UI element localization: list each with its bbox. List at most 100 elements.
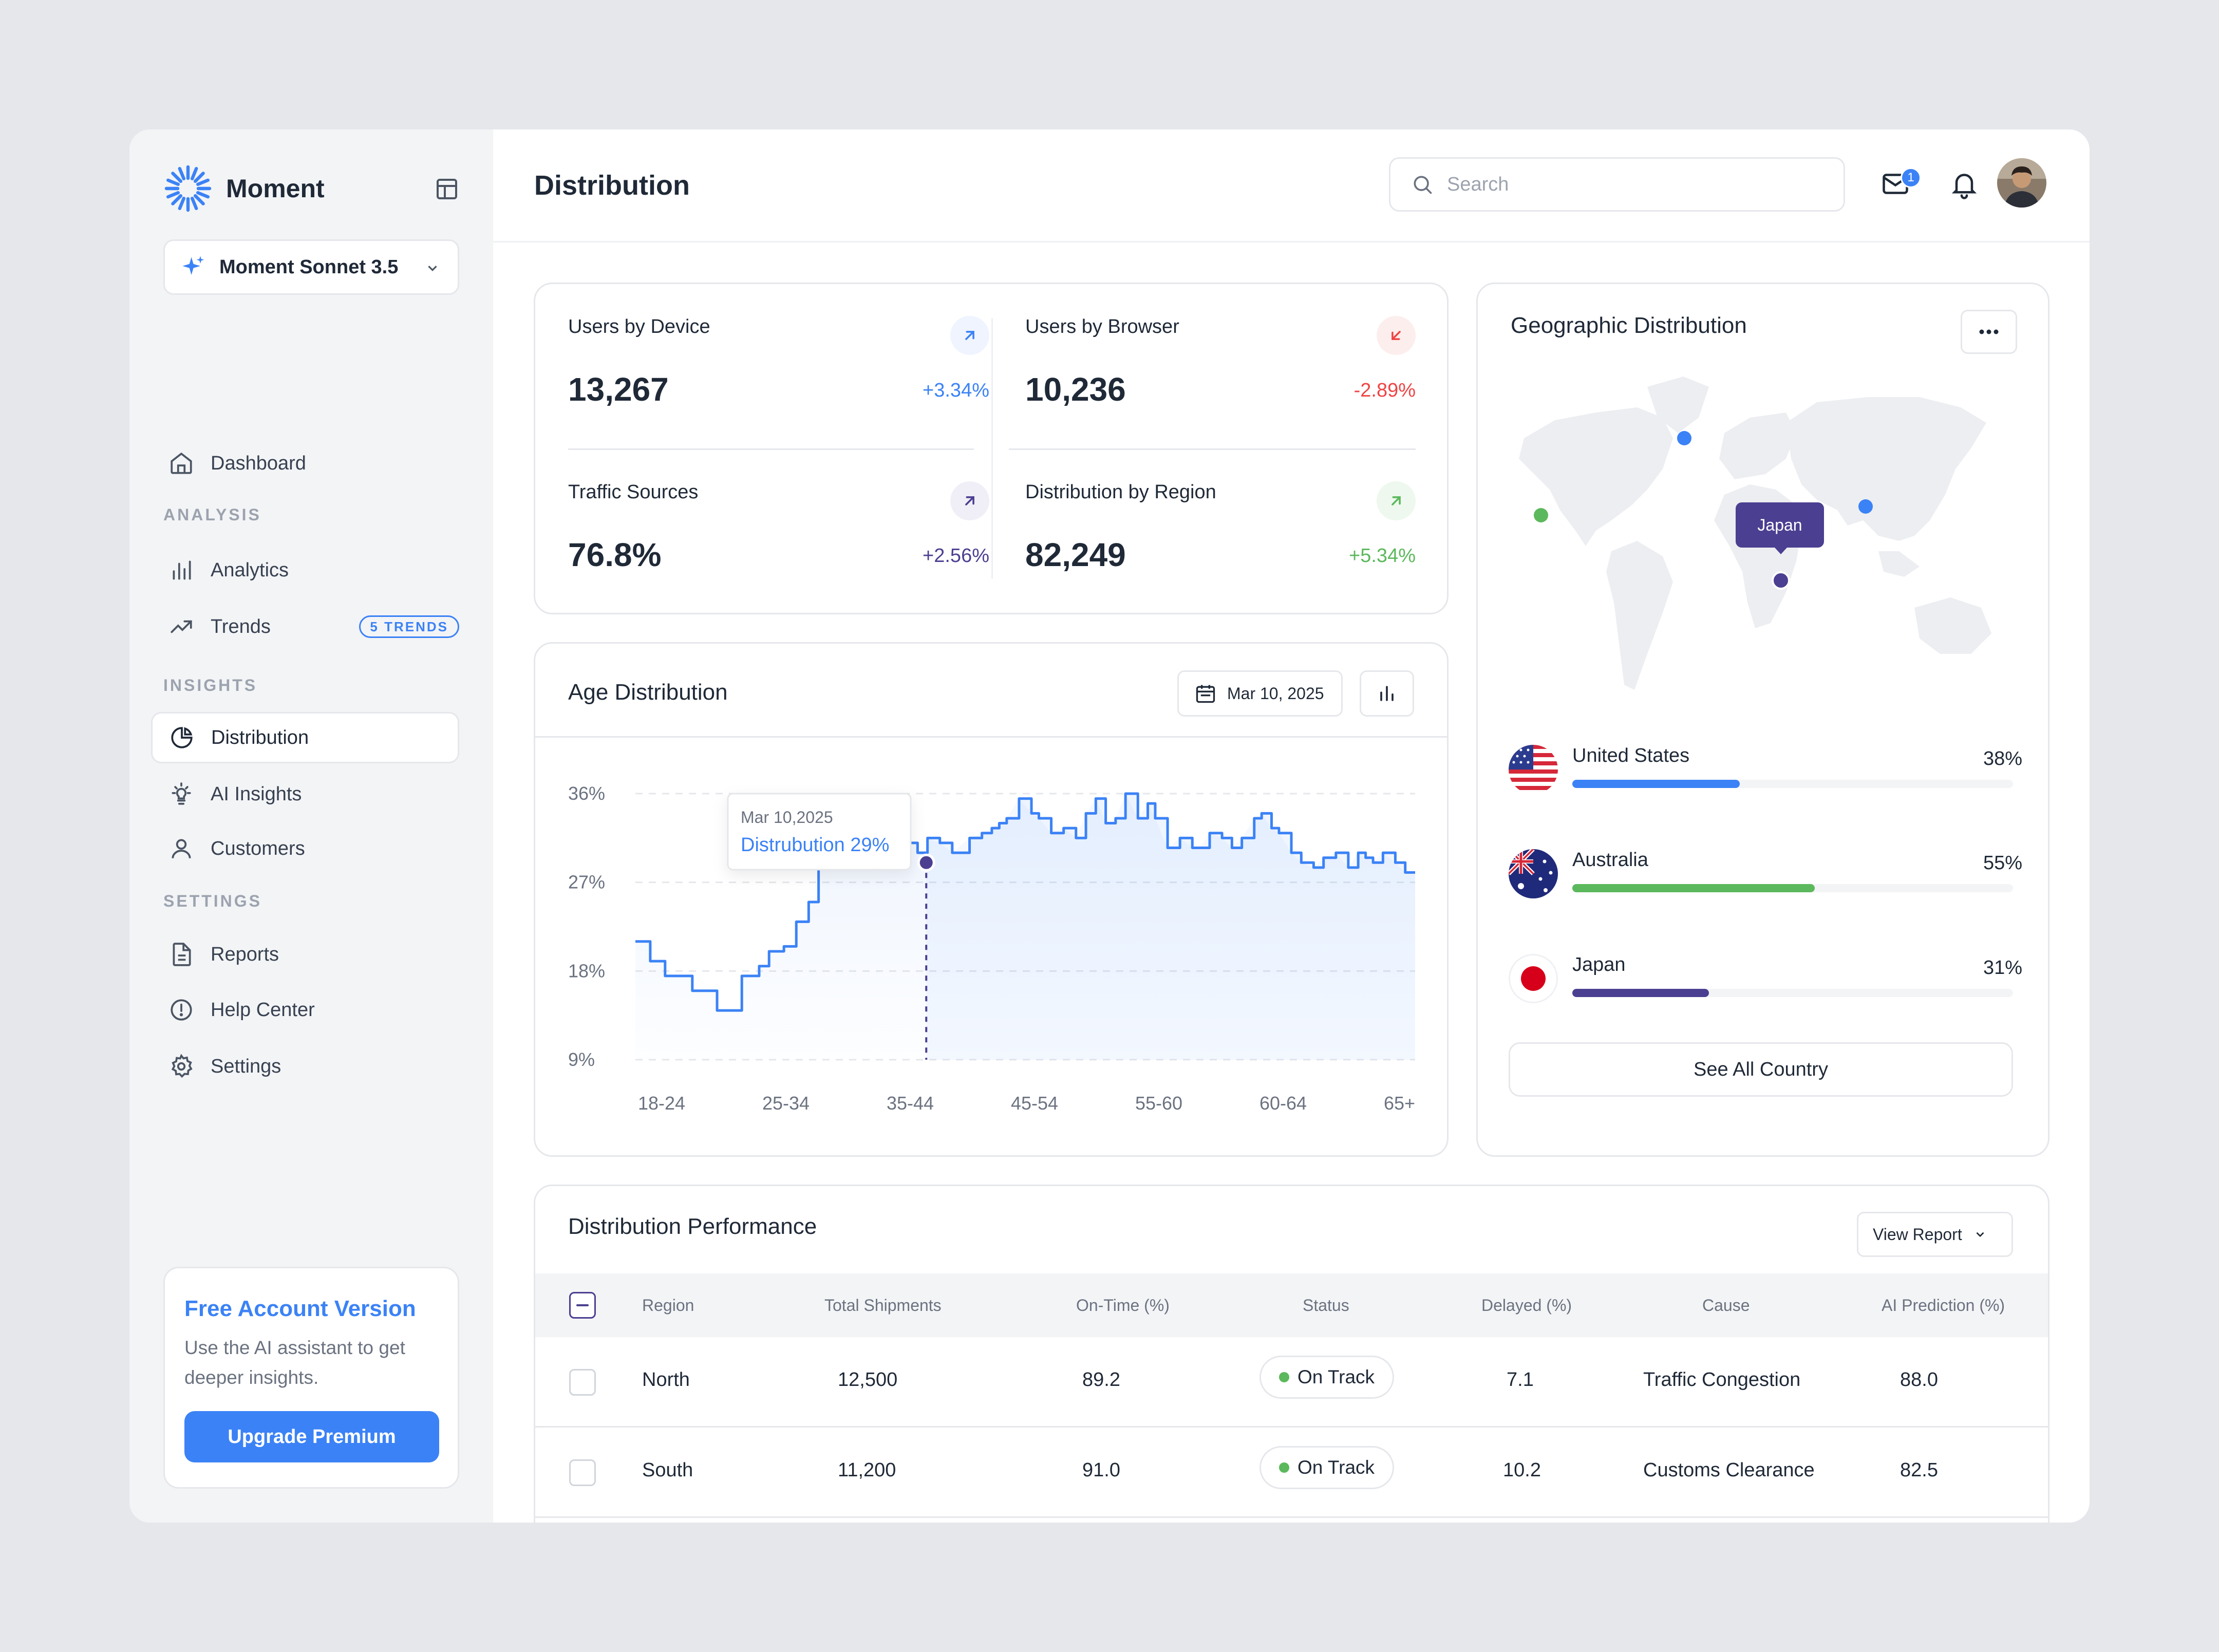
header: Distribution 1	[493, 129, 2090, 242]
see-all-country-button[interactable]: See All Country	[1509, 1042, 2013, 1097]
sidebar-item-label: Dashboard	[211, 452, 306, 474]
column-header[interactable]: Region	[642, 1296, 694, 1315]
country-pct: 31%	[1983, 957, 2022, 979]
cell-delayed: 10.2	[1503, 1459, 1541, 1481]
map-marker-europe[interactable]	[1677, 431, 1691, 445]
geographic-distribution-card: Geographic Distribution Japan	[1476, 283, 2049, 1157]
map-marker-asia[interactable]	[1858, 499, 1873, 514]
indeterminate-mark	[576, 1304, 589, 1306]
upgrade-promo-card: Free Account Version Use the AI assistan…	[163, 1267, 459, 1489]
bar-chart-icon	[173, 560, 191, 580]
y-tick-label: 18%	[568, 960, 605, 981]
promo-text: Use the AI assistant to get deeper insig…	[184, 1337, 405, 1388]
stat-change: +5.34%	[1349, 545, 1416, 567]
sidebar: Moment Moment Sonnet 3.5 Dashboard ANALY…	[129, 129, 493, 1523]
sidebar-item-reports[interactable]: Reports	[163, 929, 459, 980]
page-title: Distribution	[534, 170, 690, 201]
sidebar-item-customers[interactable]: Customers	[163, 823, 459, 874]
y-tick-label: 36%	[568, 783, 605, 804]
cell-shipments: 12,500	[838, 1369, 898, 1391]
date-label: Mar 10, 2025	[1227, 684, 1324, 703]
arrow-up-right-icon	[965, 331, 974, 340]
stat-users-by-device: Users by Device 13,267 +3.34%	[568, 284, 989, 438]
trending-up-icon	[171, 620, 192, 633]
stat-value: 76.8%	[568, 536, 662, 573]
mail-count-badge: 1	[1901, 167, 1921, 188]
search-box[interactable]	[1389, 157, 1845, 212]
section-label-insights: INSIGHTS	[163, 676, 258, 694]
select-all-checkbox[interactable]	[569, 1292, 596, 1319]
country-pct: 38%	[1983, 748, 2022, 769]
sidebar-item-dashboard[interactable]: Dashboard	[163, 438, 459, 489]
stat-distribution-by-region: Distribution by Region 82,249 +5.34%	[1025, 449, 1416, 604]
column-header[interactable]: Delayed (%)	[1481, 1296, 1572, 1315]
column-header[interactable]: AI Prediction (%)	[1882, 1296, 2005, 1315]
search-input[interactable]	[1447, 173, 1807, 196]
upgrade-premium-button[interactable]: Upgrade Premium	[184, 1411, 439, 1462]
cell-prediction: 88.0	[1900, 1369, 1938, 1391]
model-selector[interactable]: Moment Sonnet 3.5	[163, 239, 459, 295]
country-name: United States	[1572, 745, 1690, 766]
info-circle-icon	[171, 999, 192, 1021]
section-label-settings: SETTINGS	[163, 892, 262, 910]
more-horizontal-icon	[1979, 329, 1999, 334]
sidebar-item-help-center[interactable]: Help Center	[163, 984, 459, 1036]
sidebar-item-ai-insights[interactable]: AI Insights	[163, 768, 459, 820]
view-report-button[interactable]: View Report	[1857, 1212, 2013, 1257]
stat-value: 13,267	[568, 371, 669, 408]
status-dot	[1278, 1462, 1289, 1473]
map-tooltip-label: Japan	[1757, 516, 1802, 534]
series-area	[635, 794, 1415, 1060]
sidebar-item-distribution[interactable]: Distribution	[151, 712, 459, 763]
status-dot	[1278, 1372, 1289, 1382]
stat-trend-badge	[950, 481, 989, 520]
layout-toggle-icon[interactable]	[435, 177, 459, 201]
stat-value: 82,249	[1025, 536, 1126, 573]
section-label-analysis: ANALYSIS	[163, 505, 261, 524]
column-header[interactable]: On-Time (%)	[1076, 1296, 1170, 1315]
divider	[991, 318, 993, 579]
table-row[interactable]: South 11,200 91.0 On Track 10.2 Customs …	[535, 1428, 2048, 1518]
sidebar-item-settings[interactable]: Settings	[163, 1041, 459, 1092]
progress-track	[1572, 989, 2013, 997]
column-header[interactable]: Cause	[1702, 1296, 1750, 1315]
user-avatar[interactable]	[1997, 158, 2046, 208]
chart-tooltip	[727, 793, 912, 871]
table-row[interactable]: North 12,500 89.2 On Track 7.1 Traffic C…	[535, 1337, 2048, 1428]
app-window: Moment Moment Sonnet 3.5 Dashboard ANALY…	[129, 129, 2090, 1523]
promo-title: Free Account Version	[184, 1296, 416, 1321]
row-checkbox[interactable]	[569, 1369, 596, 1396]
status-badge: On Track	[1259, 1446, 1394, 1489]
more-options-button[interactable]	[1961, 310, 2017, 354]
arrow-up-right-icon	[965, 496, 974, 505]
y-tick-label: 27%	[568, 872, 605, 893]
stat-users-by-browser: Users by Browser 10,236 -2.89%	[1025, 284, 1416, 438]
stat-traffic-sources: Traffic Sources 76.8% +2.56%	[568, 449, 989, 604]
gear-icon	[171, 1054, 193, 1078]
chart-type-button[interactable]	[1360, 670, 1414, 717]
series-line	[635, 792, 1415, 1012]
date-picker-button[interactable]: Mar 10, 2025	[1177, 670, 1343, 717]
country-row-united-states: United States 38%	[1509, 745, 2022, 806]
chevron-down-icon	[428, 266, 437, 271]
stat-trend-badge	[1377, 316, 1416, 355]
map-marker-japan[interactable]	[1772, 571, 1790, 590]
country-row-japan: Japan 31%	[1509, 954, 2022, 1016]
map-tooltip	[1736, 502, 1824, 548]
column-header[interactable]: Status	[1303, 1296, 1349, 1315]
progress-fill	[1572, 780, 1740, 788]
row-checkbox[interactable]	[569, 1459, 596, 1486]
sidebar-item-trends[interactable]: Trends 5 TRENDS	[163, 601, 459, 652]
column-header[interactable]: Total Shipments	[824, 1296, 942, 1315]
sidebar-item-analytics[interactable]: Analytics	[163, 545, 459, 596]
tooltip-value: Distrubution 29%	[741, 834, 889, 856]
map-marker-us[interactable]	[1534, 508, 1548, 522]
highlight-point	[917, 853, 935, 872]
stat-title: Users by Device	[568, 316, 710, 337]
sidebar-item-label: Help Center	[211, 999, 315, 1021]
cell-ontime: 89.2	[1082, 1369, 1120, 1391]
bell-icon[interactable]	[1949, 168, 1980, 199]
x-tick-label: 35-44	[887, 1093, 934, 1114]
country-row-australia: Australia 55%	[1509, 849, 2022, 911]
search-icon	[1414, 176, 1432, 194]
